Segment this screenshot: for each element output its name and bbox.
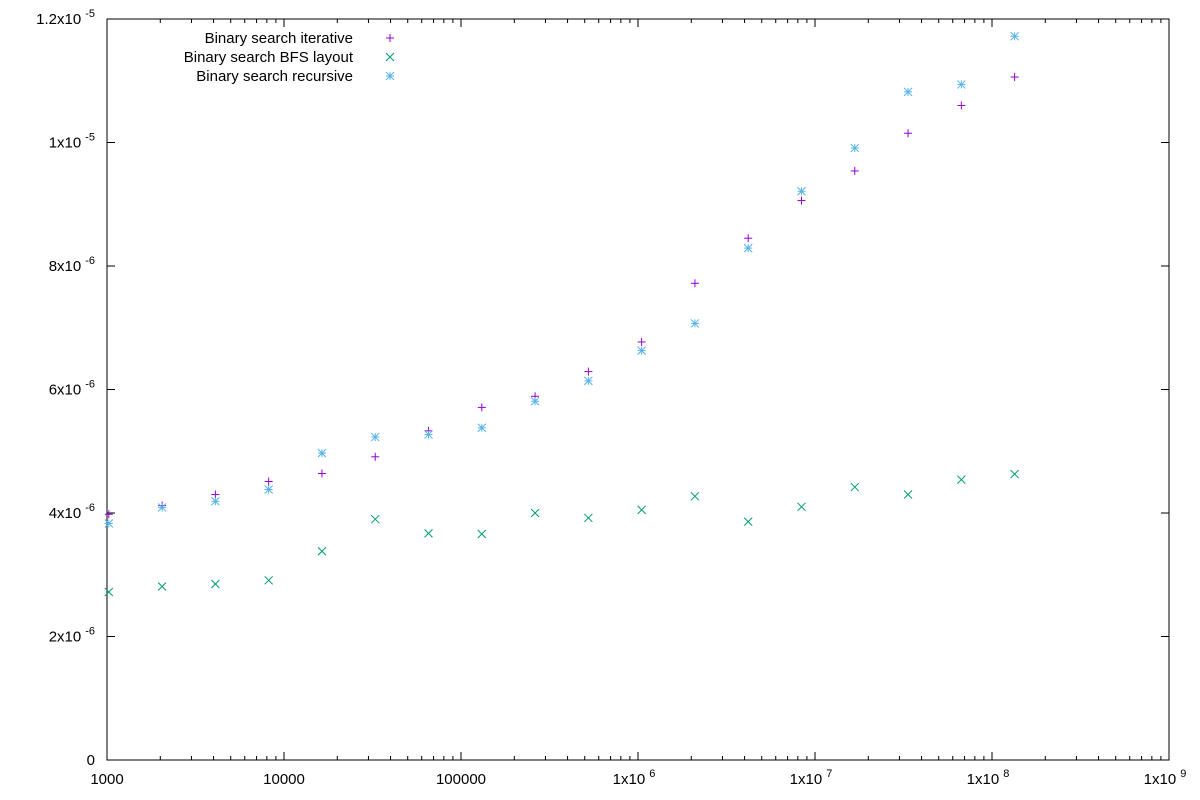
x-tick-label: 1000 — [90, 771, 123, 788]
data-point-series-3 — [690, 319, 700, 328]
data-point-series-3 — [104, 519, 114, 528]
data-point-series-2 — [264, 575, 274, 585]
data-point-series-3 — [637, 346, 646, 355]
data-point-series-2 — [370, 514, 380, 524]
data-point-series-2 — [104, 587, 114, 597]
data-point-series-3 — [1010, 31, 1019, 41]
data-point-series-1 — [371, 452, 380, 461]
y-tick-label: 1x10 -5 — [49, 132, 95, 152]
data-point-series-1 — [744, 234, 753, 243]
data-point-series-2 — [743, 517, 753, 526]
legend-marker — [386, 34, 394, 42]
data-point-series-1 — [584, 367, 593, 376]
data-point-series-3 — [211, 496, 220, 506]
data-point-series-1 — [797, 196, 806, 205]
data-point-series-2 — [584, 513, 593, 523]
data-point-series-1 — [211, 490, 220, 499]
data-point-series-1 — [1010, 73, 1019, 82]
data-point-series-2 — [317, 546, 327, 556]
x-tick-label: 1x10 8 — [967, 768, 1010, 788]
data-point-series-2 — [903, 490, 913, 499]
data-point-series-3 — [530, 396, 540, 406]
x-tick-label: 1x10 9 — [1144, 768, 1187, 788]
data-point-series-1 — [264, 477, 273, 486]
y-tick-label: 2x10 -6 — [49, 626, 95, 646]
data-point-series-1 — [690, 279, 699, 288]
data-point-series-2 — [157, 582, 167, 591]
legend: Binary search iterative Binary search BFS… — [184, 30, 395, 85]
data-point-series-3 — [157, 503, 167, 512]
data-point-series-3 — [424, 430, 433, 439]
data-point-series-2 — [690, 491, 700, 501]
data-point-series-1 — [957, 101, 966, 110]
data-point-series-2 — [477, 529, 487, 539]
x-axis: 1000 10000 100000 1x10 6 1x10 7 1x10 8 1x10 9 — [90, 19, 1186, 788]
y-tick-label: 0 — [87, 752, 95, 769]
data-point-series-1 — [477, 403, 486, 412]
y-tick-label: 1.2x10 -5 — [36, 8, 95, 28]
legend-label: Binary search iterative — [205, 30, 353, 47]
y-tick-label: 8x10 -6 — [49, 255, 95, 275]
data-point-series-2 — [1010, 469, 1019, 479]
data-point-series-3 — [264, 485, 274, 494]
data-point-series-1 — [104, 510, 113, 519]
data-point-series-2 — [956, 475, 966, 485]
data-point-series-2 — [530, 508, 540, 518]
data-point-series-2 — [797, 502, 806, 512]
legend-label: Binary search BFS layout — [184, 49, 354, 66]
y-tick-label: 4x10 -6 — [49, 502, 95, 522]
data-point-series-2 — [211, 579, 220, 589]
data-point-series-3 — [317, 448, 327, 458]
legend-marker — [385, 71, 395, 81]
data-point-series-1 — [904, 129, 913, 138]
data-point-series-2 — [424, 529, 433, 538]
data-point-series-1 — [637, 337, 646, 346]
plot-frame — [106, 18, 1170, 761]
data-point-series-2 — [850, 482, 860, 492]
data-point-series-3 — [584, 376, 593, 386]
legend-marker — [385, 52, 395, 62]
data-point-series-3 — [477, 423, 487, 433]
legend-label: Binary search recursive — [196, 68, 353, 85]
data-point-series-3 — [956, 80, 966, 89]
data-point-series-3 — [743, 243, 753, 253]
y-tick-label: 6x10 -6 — [49, 379, 95, 399]
data-points — [104, 31, 1019, 597]
data-point-series-3 — [370, 432, 380, 442]
data-point-series-3 — [903, 87, 913, 97]
data-point-series-2 — [637, 505, 646, 515]
x-tick-label: 100000 — [436, 771, 486, 788]
x-tick-label: 10000 — [263, 771, 305, 788]
data-point-series-1 — [317, 469, 326, 478]
data-point-series-3 — [850, 143, 860, 153]
y-axis: 0 2x10 -6 4x10 -6 6x10 -6 8x10 -6 1x10 -5 1.2x10 -5 — [36, 8, 1169, 769]
data-point-series-3 — [797, 186, 806, 196]
x-tick-label: 1x10 7 — [790, 768, 833, 788]
data-point-series-1 — [850, 166, 859, 175]
x-tick-label: 1x10 6 — [613, 768, 656, 788]
